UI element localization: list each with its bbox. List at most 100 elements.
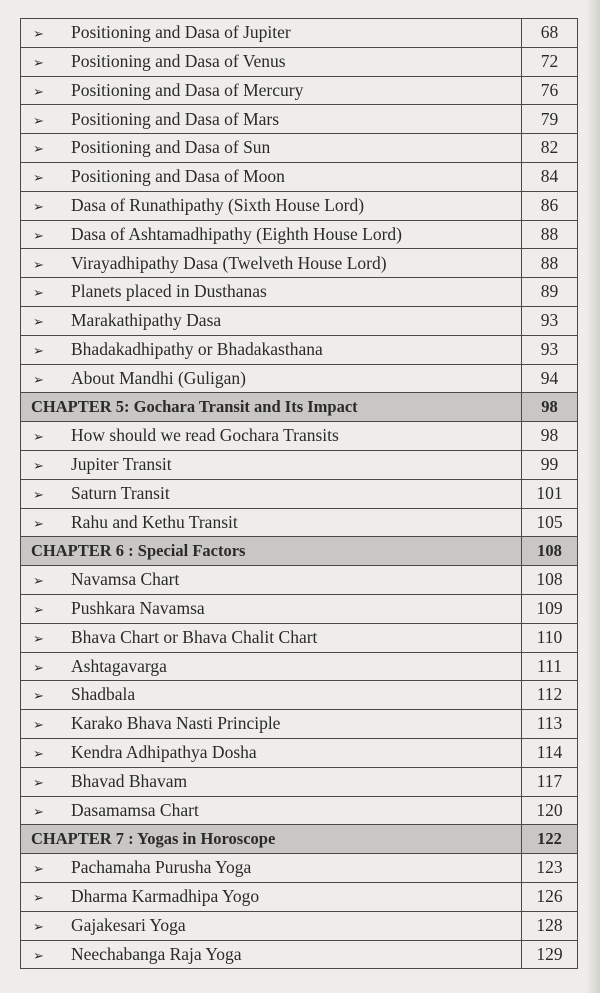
arrow-bullet-icon: ➢	[33, 774, 44, 790]
page-number: 113	[521, 709, 578, 739]
entry-title-cell: ➢ Positioning and Dasa of Mars	[20, 104, 522, 135]
toc-row: ➢ How should we read Gochara Transits 98	[20, 421, 578, 451]
entry-title: Pachamaha Purusha Yoga	[71, 857, 252, 878]
entry-title: Navamsa Chart	[71, 569, 180, 590]
entry-title-cell: ➢ Neechabanga Raja Yoga	[20, 939, 522, 970]
toc-row: ➢ Positioning and Dasa of Moon 84	[20, 161, 578, 192]
toc-row: ➢ Bhava Chart or Bhava Chalit Chart 110	[20, 622, 578, 653]
entry-title-cell: ➢ Pachamaha Purusha Yoga	[20, 853, 522, 883]
entry-title-cell: ➢ Jupiter Transit	[20, 449, 522, 480]
toc-row: ➢ Kendra Adhipathya Dosha 114	[20, 737, 578, 768]
entry-title: Positioning and Dasa of Venus	[71, 50, 286, 71]
page-number: 117	[521, 766, 578, 797]
entry-title-cell: ➢ About Mandhi (Guligan)	[20, 363, 522, 394]
toc-row: ➢ Dasamamsa Chart 120	[20, 795, 578, 826]
entry-title: Dasamamsa Chart	[71, 799, 199, 820]
page-number: 94	[521, 363, 578, 394]
arrow-bullet-icon: ➢	[33, 112, 44, 128]
toc-row: ➢ Positioning and Dasa of Mercury 76	[20, 75, 578, 106]
toc-row: ➢ Karako Bhava Nasti Principle 113	[20, 709, 578, 739]
arrow-bullet-icon: ➢	[33, 198, 44, 214]
entry-title-cell: ➢ Kendra Adhipathya Dosha	[20, 737, 522, 768]
toc-row: ➢ Dharma Karmadhipa Yogo 126	[20, 881, 578, 912]
page-number: 82	[521, 133, 578, 163]
arrow-bullet-icon: ➢	[33, 717, 44, 733]
entry-title: Positioning and Dasa of Jupiter	[71, 22, 291, 43]
toc-row: ➢ Dasa of Ashtamadhipathy (Eighth House L…	[20, 219, 578, 250]
toc-row: ➢ Marakathipathy Dasa 93	[20, 305, 578, 336]
page-number: 93	[521, 305, 578, 336]
page-number: 89	[521, 277, 578, 307]
page-number: 88	[521, 248, 578, 279]
entry-title-cell: ➢ Gajakesari Yoga	[20, 910, 522, 941]
entry-title-cell: ➢ Navamsa Chart	[20, 565, 522, 595]
toc-row: ➢ Pushkara Navamsa 109	[20, 593, 578, 624]
page-number: 101	[521, 478, 578, 509]
page-number: 126	[521, 881, 578, 912]
entry-title-cell: ➢ Shadbala	[20, 680, 522, 711]
arrow-bullet-icon: ➢	[33, 515, 44, 531]
entry-title: Bhava Chart or Bhava Chalit Chart	[71, 626, 318, 647]
toc-row: ➢ Positioning and Dasa of Mars 79	[20, 104, 578, 135]
page-edge-shadow	[586, 0, 600, 993]
page-number: 112	[521, 680, 578, 711]
page-number: 72	[521, 46, 578, 77]
page-number: 108	[521, 536, 578, 567]
page-number: 114	[521, 737, 578, 768]
toc-row: ➢ About Mandhi (Guligan) 94	[20, 363, 578, 394]
entry-title: Jupiter Transit	[71, 454, 172, 475]
page-number: 98	[521, 392, 578, 423]
entry-title: Gajakesari Yoga	[71, 914, 186, 935]
table-of-contents: ➢ Positioning and Dasa of Jupiter 68 ➢ Posit…	[20, 18, 578, 970]
arrow-bullet-icon: ➢	[33, 342, 44, 358]
page-number: 128	[521, 910, 578, 941]
toc-row: ➢ Ashtagavarga 111	[20, 651, 578, 682]
arrow-bullet-icon: ➢	[33, 26, 44, 42]
entry-title-cell: ➢ Positioning and Dasa of Jupiter	[20, 18, 522, 48]
toc-row: ➢ Gajakesari Yoga 128	[20, 910, 578, 941]
entry-title-cell: ➢ Ashtagavarga	[20, 651, 522, 682]
entry-title: Rahu and Kethu Transit	[71, 511, 238, 532]
arrow-bullet-icon: ➢	[33, 429, 44, 445]
entry-title-cell: ➢ Karako Bhava Nasti Principle	[20, 709, 522, 739]
arrow-bullet-icon: ➢	[33, 688, 44, 704]
toc-row: ➢ Pachamaha Purusha Yoga 123	[20, 853, 578, 883]
entry-title: About Mandhi (Guligan)	[71, 367, 246, 388]
toc-row: ➢ Bhadakadhipathy or Bhadakasthana 93	[20, 334, 578, 365]
entry-title: Ashtagavarga	[71, 655, 167, 676]
entry-title: Positioning and Dasa of Sun	[71, 137, 271, 158]
entry-title: CHAPTER 6 : Special Factors	[31, 540, 246, 560]
entry-title: Shadbala	[71, 684, 136, 705]
entry-title: Kendra Adhipathya Dosha	[71, 742, 257, 763]
toc-row: ➢ Rahu and Kethu Transit 105	[20, 507, 578, 538]
chapter-row: CHAPTER 5: Gochara Transit and Its Impac…	[20, 392, 578, 423]
toc-row: ➢ Neechabanga Raja Yoga 129	[20, 939, 578, 970]
page-number: 88	[521, 219, 578, 250]
entry-title-cell: ➢ Saturn Transit	[20, 478, 522, 509]
entry-title-cell: ➢ Positioning and Dasa of Mercury	[20, 75, 522, 106]
arrow-bullet-icon: ➢	[33, 486, 44, 502]
toc-row: ➢ Positioning and Dasa of Sun 82	[20, 133, 578, 163]
entry-title-cell: ➢ Dharma Karmadhipa Yogo	[20, 881, 522, 912]
arrow-bullet-icon: ➢	[33, 602, 44, 618]
entry-title-cell: ➢ Marakathipathy Dasa	[20, 305, 522, 336]
entry-title-cell: ➢ Virayadhipathy Dasa (Twelveth House Lor…	[20, 248, 522, 279]
page-number: 105	[521, 507, 578, 538]
toc-row: ➢ Positioning and Dasa of Venus 72	[20, 46, 578, 77]
entry-title-cell: ➢ How should we read Gochara Transits	[20, 421, 522, 451]
entry-title: Bhadakadhipathy or Bhadakasthana	[71, 338, 323, 359]
entry-title-cell: CHAPTER 7 : Yogas in Horoscope	[20, 824, 522, 855]
page-number: 84	[521, 161, 578, 192]
arrow-bullet-icon: ➢	[33, 371, 44, 387]
arrow-bullet-icon: ➢	[33, 630, 44, 646]
entry-title-cell: ➢ Bhava Chart or Bhava Chalit Chart	[20, 622, 522, 653]
arrow-bullet-icon: ➢	[33, 947, 44, 963]
entry-title-cell: ➢ Pushkara Navamsa	[20, 593, 522, 624]
page-number: 108	[521, 565, 578, 595]
page-number: 123	[521, 853, 578, 883]
arrow-bullet-icon: ➢	[33, 861, 44, 877]
entry-title: CHAPTER 7 : Yogas in Horoscope	[31, 828, 276, 848]
entry-title: Planets placed in Dusthanas	[71, 281, 267, 302]
toc-row: ➢ Dasa of Runathipathy (Sixth House Lord)…	[20, 190, 578, 221]
arrow-bullet-icon: ➢	[33, 54, 44, 70]
